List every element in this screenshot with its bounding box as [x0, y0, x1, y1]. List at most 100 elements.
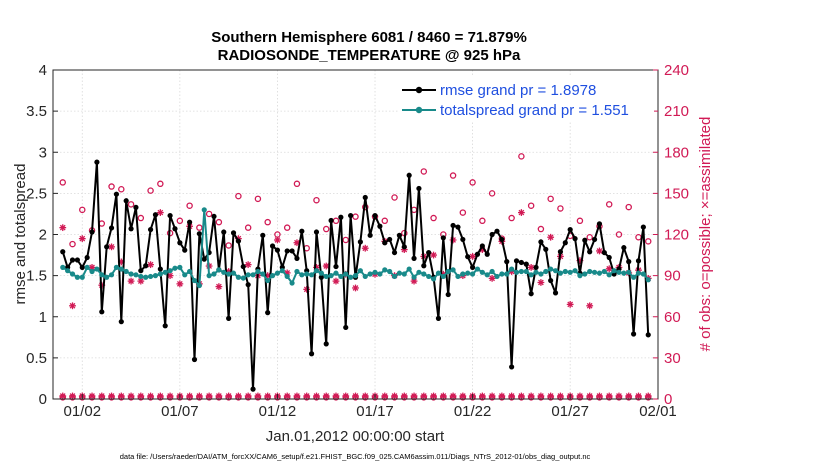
series-point-1 — [465, 270, 471, 276]
obs-assimilated-marker — [537, 279, 545, 286]
series-point-0 — [172, 226, 178, 232]
series-point-0 — [552, 290, 559, 296]
series-point-0 — [167, 212, 173, 219]
y-tick-label-left: 1 — [39, 309, 47, 326]
series-point-1 — [255, 268, 261, 275]
series-point-1 — [567, 269, 573, 275]
obs-assimilated-zero-marker — [596, 392, 603, 400]
obs-assimilated-stroke — [216, 283, 222, 290]
series-point-1 — [226, 271, 232, 277]
obs-possible-marker — [449, 172, 457, 179]
obs-possible-marker — [518, 153, 525, 160]
obs-assimilated-stroke — [342, 393, 349, 399]
obs-assimilated-stroke — [206, 393, 212, 399]
series-point-1 — [230, 270, 237, 276]
obs-possible-marker — [586, 233, 593, 241]
x-tick-label: 01/22 — [454, 403, 492, 420]
series-point-0 — [465, 254, 471, 260]
series-point-1 — [499, 271, 505, 277]
y-tick-label-right: 180 — [664, 144, 689, 161]
series-point-1 — [187, 268, 193, 275]
obs-possible-marker — [625, 203, 632, 211]
obs-assimilated-zero-marker — [127, 392, 135, 400]
obs-assimilated-marker — [332, 277, 340, 285]
series-point-1 — [372, 269, 378, 275]
obs-possible-marker — [108, 183, 115, 190]
obs-assimilated-stroke — [401, 393, 408, 399]
obs-assimilated-zero-marker — [215, 392, 223, 400]
obs-assimilated-stroke — [430, 252, 437, 258]
series-point-1 — [582, 271, 588, 277]
series-point-1 — [108, 272, 115, 278]
series-point-0 — [440, 235, 446, 241]
series-point-1 — [84, 264, 90, 270]
obs-possible-marker — [59, 179, 67, 186]
obs-assimilated-zero-marker — [156, 392, 164, 400]
chart-title-line2: RADIOSONDE_TEMPERATURE @ 925 hPa — [218, 47, 521, 64]
series-point-0 — [474, 251, 481, 257]
series-point-0 — [528, 291, 534, 297]
obs-possible-marker — [615, 231, 623, 238]
series-point-1 — [172, 265, 178, 271]
obs-assimilated-zero-marker — [303, 392, 311, 400]
series-point-1 — [162, 269, 168, 275]
obs-assimilated-stroke — [235, 393, 242, 399]
series-point-1 — [362, 273, 368, 280]
obs-assimilated-zero-marker — [88, 392, 96, 400]
series-point-0 — [416, 185, 422, 192]
obs-assimilated-stroke — [596, 393, 603, 399]
legend-marker-totalspread — [415, 106, 423, 114]
obs-assimilated-stroke — [137, 393, 144, 399]
series-point-0 — [294, 255, 300, 261]
series-point-1 — [60, 264, 66, 270]
series-point-1 — [411, 274, 417, 280]
obs-assimilated-stroke — [323, 263, 330, 269]
series-point-0 — [582, 237, 588, 243]
series-point-1 — [489, 268, 495, 275]
obs-assimilated-zero-marker — [508, 392, 516, 400]
series-point-0 — [274, 247, 281, 253]
series-point-1 — [113, 264, 120, 270]
obs-possible-marker — [244, 224, 252, 231]
obs-assimilated-zero-marker — [147, 392, 154, 400]
obs-possible-marker — [644, 238, 652, 245]
obs-assimilated-stroke — [108, 243, 115, 250]
series-point-0 — [645, 332, 651, 338]
y-axis-label-right: # of obs: o=possible; ×=assimilated — [697, 117, 714, 352]
y-tick-label-left: 2 — [39, 227, 47, 244]
series-point-1 — [328, 273, 334, 279]
obs-assimilated-marker — [596, 247, 603, 255]
obs-assimilated-zero-marker — [313, 392, 320, 400]
series-point-1 — [621, 270, 627, 276]
x-axis-label: Jan.01,2012 00:00:00 start — [266, 428, 445, 445]
series-point-1 — [304, 271, 310, 277]
obs-assimilated-marker — [527, 264, 535, 271]
series-point-1 — [79, 274, 85, 280]
obs-assimilated-stroke — [489, 275, 495, 282]
series-point-0 — [289, 248, 295, 254]
obs-assimilated-marker — [586, 302, 594, 310]
obs-assimilated-stroke — [128, 393, 134, 399]
obs-assimilated-marker — [147, 261, 154, 269]
series-point-0 — [245, 282, 251, 288]
obs-assimilated-zero-marker — [537, 392, 545, 400]
obs-assimilated-marker — [566, 301, 574, 308]
obs-assimilated-stroke — [157, 393, 164, 399]
series-point-0 — [601, 249, 607, 256]
obs-assimilated-stroke — [313, 393, 320, 399]
series-point-0 — [635, 258, 642, 264]
obs-assimilated-zero-marker — [69, 392, 76, 400]
obs-assimilated-stroke — [450, 393, 456, 399]
series-point-0 — [104, 244, 110, 250]
series-point-0 — [455, 224, 461, 230]
series-point-0 — [411, 255, 417, 261]
obs-assimilated-stroke — [274, 237, 281, 243]
series-point-0 — [89, 229, 95, 235]
obs-assimilated-stroke — [635, 393, 642, 399]
series-point-0 — [421, 263, 427, 269]
obs-assimilated-stroke — [420, 393, 427, 399]
obs-assimilated-stroke — [586, 393, 593, 399]
series-point-1 — [626, 269, 632, 275]
obs-assimilated-stroke — [225, 393, 232, 399]
obs-assimilated-stroke — [547, 393, 554, 399]
